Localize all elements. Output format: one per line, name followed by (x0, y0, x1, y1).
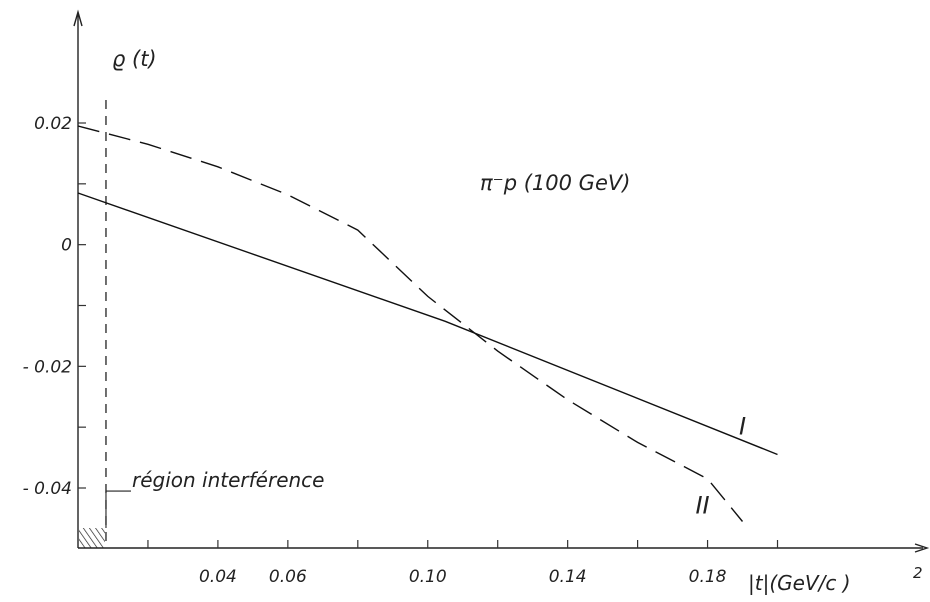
annotations (79, 100, 131, 548)
interference-hatch (79, 528, 105, 548)
x-tick-label: 0.18 (689, 567, 727, 587)
interference-label: région interférence (132, 468, 324, 492)
series-name-ii: II (695, 491, 709, 519)
x-axis-arrow (914, 543, 930, 553)
interference-leader (105, 490, 131, 528)
x-tick-label: 0.06 (269, 567, 307, 587)
y-axis-arrow (73, 9, 83, 27)
x-tick-label: 0.14 (549, 567, 587, 587)
series-name-i: I (739, 413, 746, 441)
reaction-label: π⁻p (100 GeV) (480, 171, 630, 195)
x-axis-label: |t|(GeV/c ) (748, 571, 851, 595)
y-tick-label: 0 (61, 236, 72, 256)
ticks: 0.04 0.06 0.10 0.14 0.18 0.02 0 - 0.02 - 0.04 (23, 114, 779, 587)
series-line-i (77, 192, 778, 456)
x-tick-label: 0.10 (409, 567, 447, 587)
y-tick-label: - 0.02 (23, 357, 72, 377)
axes (73, 9, 930, 553)
y-axis-label: ϱ (t) (112, 47, 157, 71)
y-tick-label: 0.02 (34, 114, 72, 134)
x-axis-label-exponent: 2 (913, 564, 923, 582)
series (77, 125, 778, 522)
series-line-ii (77, 125, 744, 522)
x-tick-label: 0.04 (199, 567, 237, 587)
y-tick-label: - 0.04 (23, 479, 72, 499)
